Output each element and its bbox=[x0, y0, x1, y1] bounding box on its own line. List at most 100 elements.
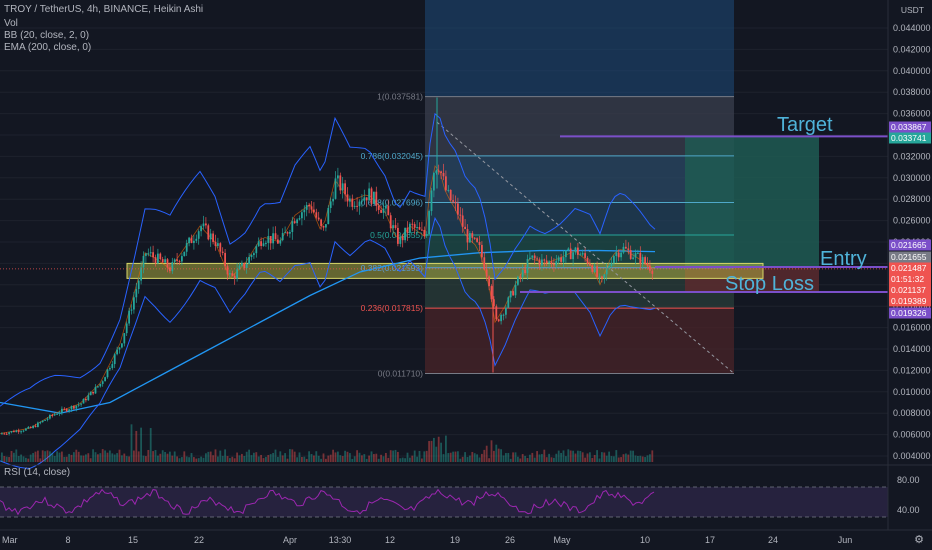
candle-body bbox=[15, 430, 18, 433]
candle-body bbox=[51, 414, 54, 416]
volume-bar bbox=[397, 451, 399, 462]
time-tick-label: May bbox=[553, 535, 571, 545]
price-tag bbox=[889, 307, 931, 319]
volume-bar bbox=[452, 451, 454, 462]
candle-body bbox=[272, 233, 274, 244]
candle-body bbox=[25, 428, 27, 431]
volume-bar bbox=[310, 453, 313, 462]
time-tick-label: 12 bbox=[385, 535, 395, 545]
candle-body bbox=[632, 257, 634, 259]
candle-body bbox=[598, 276, 601, 278]
volume-bar bbox=[82, 455, 85, 462]
candle-body bbox=[365, 197, 368, 201]
volume-bar bbox=[298, 452, 301, 462]
volume-bar bbox=[190, 453, 193, 462]
candle-body bbox=[250, 255, 253, 257]
candle-body bbox=[574, 247, 577, 253]
volume-bar bbox=[224, 449, 226, 462]
volume-bar bbox=[435, 446, 438, 462]
volume-bar bbox=[500, 449, 502, 462]
vol-legend[interactable]: Vol bbox=[4, 18, 18, 29]
candle-body bbox=[603, 274, 606, 278]
volume-bar bbox=[44, 451, 46, 462]
fib-label: 0.5(0.024655) bbox=[370, 230, 423, 240]
candle-body bbox=[442, 172, 445, 177]
volume-bar bbox=[315, 451, 318, 462]
candle-body bbox=[109, 368, 111, 370]
candle-body bbox=[514, 284, 517, 296]
candle-body bbox=[471, 233, 474, 238]
candle-body bbox=[166, 259, 169, 268]
volume-bar bbox=[341, 456, 344, 462]
bb-upper bbox=[0, 112, 656, 407]
candle-body bbox=[620, 252, 622, 258]
volume-bar bbox=[629, 450, 632, 462]
candle-body bbox=[411, 223, 414, 225]
volume-bar bbox=[605, 455, 608, 462]
volume-bar bbox=[145, 456, 147, 462]
volume-bar bbox=[389, 450, 392, 462]
volume-bar bbox=[41, 450, 44, 462]
price-tick-label: 0.010000 bbox=[893, 387, 931, 397]
candle-body bbox=[212, 233, 214, 242]
candle-body bbox=[152, 252, 154, 258]
volume-bar bbox=[248, 449, 250, 462]
time-tick-label: 19 bbox=[450, 535, 460, 545]
volume-bar bbox=[209, 451, 212, 462]
candle-body bbox=[490, 286, 493, 300]
candle-body bbox=[356, 205, 358, 207]
candle-body bbox=[505, 307, 507, 315]
volume-bar bbox=[284, 453, 286, 462]
ema-legend[interactable]: EMA (200, close, 0) bbox=[4, 42, 92, 53]
candle-body bbox=[572, 252, 574, 260]
bb-legend[interactable]: BB (20, close, 2, 0) bbox=[4, 30, 90, 41]
volume-bar bbox=[257, 456, 260, 462]
candle-body bbox=[548, 261, 550, 264]
rsi-line bbox=[0, 488, 655, 516]
candle-body bbox=[341, 183, 344, 191]
candle-body bbox=[104, 377, 106, 382]
volume-bar bbox=[243, 456, 246, 462]
volume-bar bbox=[577, 450, 579, 462]
volume-bar bbox=[548, 453, 550, 462]
price-tick-label: 0.014000 bbox=[893, 344, 931, 354]
volume-bar bbox=[569, 450, 572, 462]
volume-bar bbox=[27, 458, 30, 462]
rsi-legend[interactable]: RSI (14, close) bbox=[4, 467, 71, 478]
volume-bar bbox=[430, 440, 433, 462]
gear-icon[interactable]: ⚙ bbox=[914, 534, 924, 546]
candle-body bbox=[10, 431, 13, 433]
volume-bar bbox=[303, 456, 306, 462]
volume-bar bbox=[485, 445, 488, 462]
volume-bar bbox=[121, 455, 123, 462]
volume-bar bbox=[214, 449, 217, 462]
price-tag bbox=[889, 273, 931, 285]
bb-lower bbox=[0, 216, 656, 469]
price-tag-label: 0.021137 bbox=[891, 285, 926, 295]
candle-body bbox=[53, 414, 56, 416]
volume-bar bbox=[377, 458, 380, 462]
candle-body bbox=[562, 257, 565, 262]
volume-bar bbox=[593, 454, 596, 462]
candle-body bbox=[363, 197, 366, 201]
volume-bar bbox=[118, 449, 121, 462]
candle-body bbox=[140, 267, 142, 281]
chart-title[interactable]: TROY / TetherUS, 4h, BINANCE, Heikin Ash… bbox=[4, 4, 204, 15]
volume-bar bbox=[473, 453, 476, 462]
candle-body bbox=[5, 433, 8, 435]
price-tag-label: 0.033741 bbox=[891, 133, 927, 143]
volume-bar bbox=[437, 436, 440, 462]
volume-bar bbox=[5, 456, 8, 462]
candle-body bbox=[586, 257, 589, 264]
candle-body bbox=[310, 206, 313, 210]
candle-body bbox=[332, 198, 334, 202]
volume-bar bbox=[80, 455, 82, 462]
volume-bar bbox=[140, 427, 142, 462]
volume-bar bbox=[524, 455, 526, 462]
candle-body bbox=[77, 404, 80, 406]
candle-body bbox=[82, 398, 85, 404]
candle-body bbox=[298, 218, 301, 220]
candle-body bbox=[361, 200, 363, 202]
candle-body bbox=[581, 253, 584, 255]
